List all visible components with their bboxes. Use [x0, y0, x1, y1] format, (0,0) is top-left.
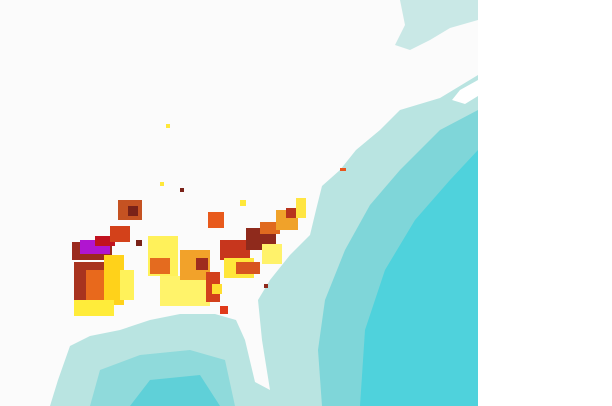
heat-cell — [296, 198, 306, 218]
heat-cell — [136, 240, 142, 246]
heat-cell — [286, 208, 296, 218]
heat-cell — [220, 240, 250, 260]
gulf-deepest — [130, 375, 220, 406]
heat-cell — [104, 255, 124, 305]
heat-cell — [260, 222, 280, 234]
heat-cell — [212, 284, 222, 294]
heat-cell — [196, 258, 208, 270]
heat-cell — [128, 206, 138, 216]
heat-cell — [95, 236, 115, 246]
heat-cell — [160, 182, 164, 186]
heat-cell — [340, 168, 346, 171]
heat-cell — [264, 284, 268, 288]
nova-scotia — [452, 80, 478, 104]
heat-cell — [110, 226, 130, 242]
heat-cell — [208, 212, 224, 228]
heat-cell — [240, 200, 246, 206]
heat-cell — [120, 270, 134, 300]
basemap — [50, 0, 478, 406]
heat-cell — [180, 188, 184, 192]
heat-cell — [150, 258, 170, 274]
heat-cell — [220, 306, 228, 314]
heat-cell — [74, 300, 114, 316]
heat-cell — [160, 276, 210, 306]
heat-cell — [236, 262, 260, 274]
heat-cell — [262, 244, 282, 264]
heat-cells — [72, 124, 346, 316]
gulf-st-lawrence — [395, 0, 478, 50]
ocean-deep — [360, 150, 478, 406]
heat-cell — [166, 124, 170, 128]
